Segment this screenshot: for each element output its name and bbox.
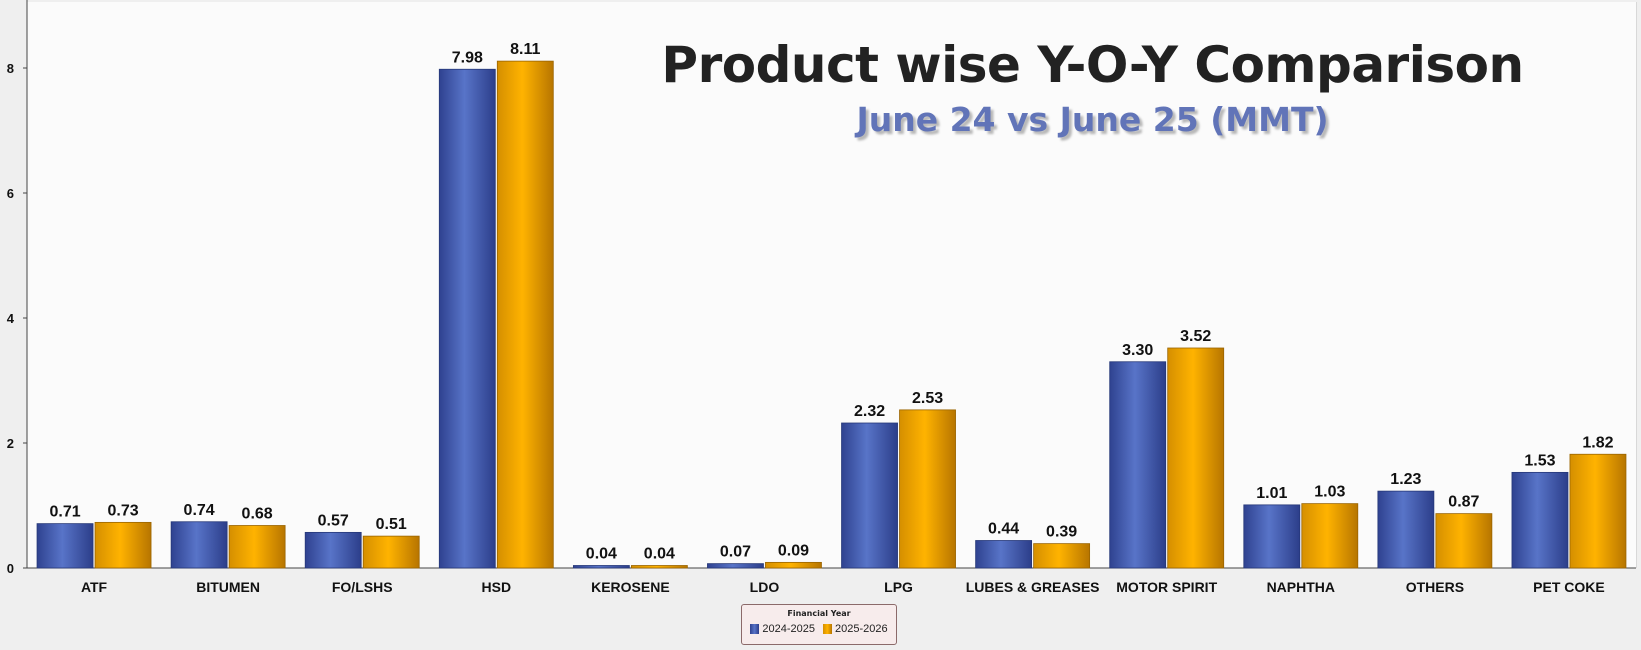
bar-series2	[496, 60, 554, 569]
legend-item-2025-2026: 2025-2026	[823, 623, 888, 635]
x-tick-label: LUBES & GREASES	[966, 579, 1100, 595]
data-label: 0.51	[376, 516, 407, 533]
bar-series1	[438, 68, 496, 569]
legend-label: 2025-2026	[835, 623, 888, 635]
data-label: 0.57	[318, 512, 349, 529]
x-tick-label: OTHERS	[1406, 579, 1464, 595]
x-tick-label: ATF	[81, 579, 108, 595]
data-label: 1.01	[1256, 485, 1287, 502]
plot-area	[27, 2, 1637, 568]
x-tick-label: BITUMEN	[196, 579, 260, 595]
bar-series2	[1569, 453, 1627, 569]
bar-series1	[1109, 361, 1167, 569]
data-label: 0.71	[49, 504, 80, 521]
data-label: 0.74	[184, 502, 215, 519]
data-label: 2.32	[854, 403, 885, 420]
bar-series1	[975, 540, 1033, 569]
bar-series1	[170, 521, 228, 569]
bar-series1	[572, 565, 630, 569]
data-label: 3.30	[1122, 342, 1153, 359]
y-tick-label: 2	[7, 436, 14, 451]
bar-series1	[304, 531, 362, 569]
legend-title: Financial Year	[787, 609, 851, 618]
y-tick-label: 0	[7, 561, 14, 576]
bar-series2	[1033, 543, 1091, 569]
data-label: 1.23	[1390, 471, 1421, 488]
data-label: 2.53	[912, 390, 943, 407]
data-label: 0.07	[720, 544, 751, 561]
x-tick-label: NAPHTHA	[1267, 579, 1335, 595]
bar-series2	[765, 561, 822, 569]
bar-series1	[1243, 504, 1301, 569]
data-label: 0.09	[778, 542, 809, 559]
x-tick-label: FO/LSHS	[332, 579, 393, 595]
y-tick-label: 6	[7, 186, 14, 201]
legend: Financial Year 2024-2025 2025-2026	[741, 604, 897, 645]
bar-series1	[1511, 471, 1569, 569]
x-tick-label: MOTOR SPIRIT	[1116, 579, 1217, 595]
data-label: 7.98	[452, 49, 483, 66]
legend-label: 2024-2025	[762, 623, 815, 635]
data-label: 1.82	[1582, 434, 1613, 451]
bar-series2	[1435, 513, 1493, 569]
bar-series1	[36, 523, 94, 569]
data-label: 0.73	[107, 502, 138, 519]
x-tick-label: LPG	[884, 579, 913, 595]
data-label: 0.04	[586, 546, 617, 563]
bar-series2	[228, 525, 286, 569]
x-tick-label: HSD	[482, 579, 512, 595]
bar-series2	[1167, 347, 1225, 569]
legend-swatch-blue	[750, 624, 760, 634]
bar-series2	[362, 535, 420, 569]
legend-swatch-orange	[823, 624, 832, 634]
y-tick-label: 8	[7, 61, 14, 76]
bar-series2	[899, 409, 956, 569]
bar-series1	[841, 422, 898, 569]
y-tick-label: 4	[7, 311, 15, 326]
data-label: 1.53	[1524, 452, 1555, 469]
data-label: 3.52	[1180, 328, 1211, 345]
data-label: 0.44	[988, 521, 1019, 538]
bar-series1	[707, 563, 764, 569]
x-tick-label: KEROSENE	[591, 579, 670, 595]
data-label: 0.39	[1046, 524, 1077, 541]
data-label: 0.04	[644, 546, 675, 563]
x-tick-label: LDO	[750, 579, 780, 595]
bar-series1	[1377, 490, 1435, 569]
data-label: 1.03	[1314, 484, 1345, 501]
chart-subtitle: June 24 vs June 25 (MMT)	[856, 100, 1329, 139]
x-tick-label: PET COKE	[1533, 579, 1605, 595]
bar-series2	[630, 565, 688, 569]
data-label: 0.68	[242, 506, 273, 523]
chart-title: Product wise Y-O-Y Comparison	[661, 36, 1524, 94]
bar-series2	[94, 521, 152, 569]
data-label: 0.87	[1448, 494, 1479, 511]
legend-item-2024-2025: 2024-2025	[750, 623, 815, 635]
bar-series2	[1301, 503, 1359, 569]
data-label: 8.11	[510, 41, 540, 58]
